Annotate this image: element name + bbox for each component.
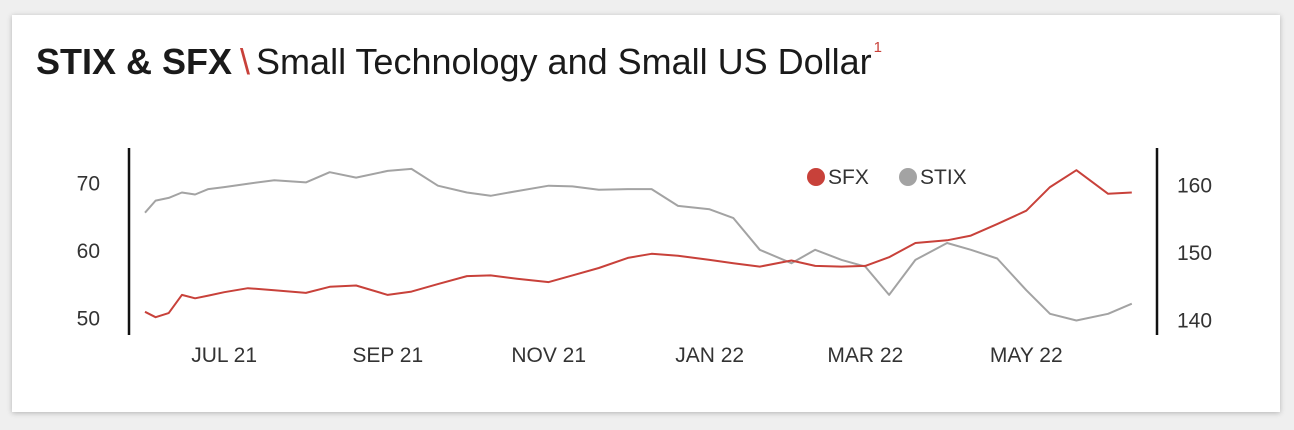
x-tick-label: JUL 21 [191, 344, 257, 367]
chart-card [12, 15, 1280, 412]
left-y-tick-label: 60 [77, 240, 100, 263]
x-tick-label: MAY 22 [990, 344, 1063, 367]
x-tick-label: NOV 21 [511, 344, 586, 367]
legend-marker-sfx [807, 168, 825, 186]
title-footnote: 1 [873, 39, 883, 56]
title-rest: Small Technology and Small US Dollar [256, 41, 872, 82]
x-tick-label: SEP 21 [352, 344, 423, 367]
right-y-tick-label: 150 [1177, 242, 1212, 265]
right-y-tick-label: 160 [1177, 175, 1212, 198]
legend-marker-stix [899, 168, 917, 186]
series-line-stix [144, 167, 1133, 322]
x-tick-label: JAN 22 [675, 344, 744, 367]
chart-title: STIX & SFX \ Small Technology and Small US… [36, 39, 883, 84]
title-separator: \ [240, 41, 251, 82]
left-y-tick-label: 70 [77, 173, 100, 196]
x-tick-label: MAR 22 [827, 344, 903, 367]
right-y-tick-label: 140 [1177, 310, 1212, 333]
title-bold: STIX & SFX [36, 41, 233, 82]
legend-label-stix: STIX [920, 166, 967, 189]
left-y-tick-label: 50 [77, 308, 100, 331]
legend-label-sfx: SFX [828, 166, 869, 189]
series-line-sfx [144, 169, 1132, 319]
